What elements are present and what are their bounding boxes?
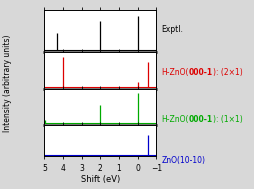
Text: 000-1: 000-1: [189, 68, 213, 77]
Text: Intensity (arbitrary units): Intensity (arbitrary units): [3, 34, 12, 132]
Text: H-ZnO(: H-ZnO(: [161, 115, 189, 124]
Text: Exptl.: Exptl.: [161, 25, 183, 34]
Text: ): (2×1): ): (2×1): [213, 68, 243, 77]
Text: ZnO(10-10): ZnO(10-10): [161, 156, 205, 165]
Text: H-ZnO(: H-ZnO(: [161, 68, 189, 77]
Text: ): (1×1): ): (1×1): [213, 115, 243, 124]
Text: 000-1: 000-1: [189, 115, 213, 124]
X-axis label: Shift (eV): Shift (eV): [81, 175, 120, 184]
